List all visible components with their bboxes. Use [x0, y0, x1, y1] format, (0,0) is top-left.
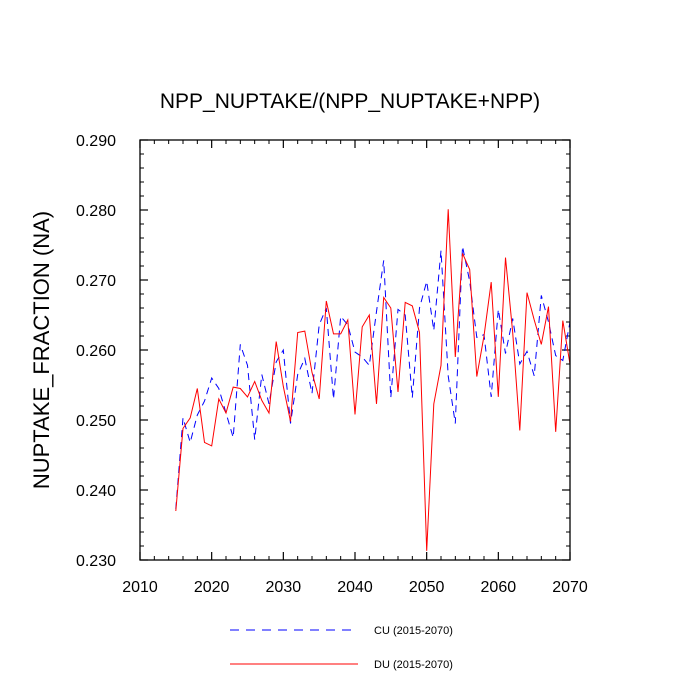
y-axis-label: NUPTAKE_FRACTION (NA) — [29, 211, 54, 489]
x-tick-label: 2010 — [122, 579, 158, 596]
x-tick-label: 2070 — [552, 579, 588, 596]
x-tick-label: 2020 — [194, 579, 230, 596]
legend-label: CU (2015-2070) — [374, 625, 453, 637]
y-tick-label: 0.240 — [76, 483, 116, 500]
y-tick-label: 0.290 — [76, 133, 116, 150]
x-tick-label: 2050 — [409, 579, 445, 596]
y-tick-label: 0.230 — [76, 553, 116, 570]
x-tick-label: 2030 — [266, 579, 302, 596]
series-group — [175, 209, 571, 551]
series-line-cu — [175, 246, 571, 509]
legend: CU (2015-2070) DU (2015-2070) — [230, 625, 453, 671]
series-line-du — [175, 209, 571, 551]
plot-frame — [139, 139, 571, 561]
y-tick-label: 0.270 — [76, 273, 116, 290]
y-tick-label: 0.260 — [76, 343, 116, 360]
chart-title: NPP_NUPTAKE/(NPP_NUPTAKE+NPP) — [160, 90, 540, 113]
x-tick-label: 2040 — [337, 579, 373, 596]
x-tick-label: 2060 — [481, 579, 517, 596]
axis-ticks: 2010 2020 2030 2040 2050 2060 2070 0.230 0.240 0.… — [76, 133, 588, 596]
y-tick-label: 0.250 — [76, 413, 116, 430]
legend-label: DU (2015-2070) — [374, 659, 453, 671]
y-tick-label: 0.280 — [76, 203, 116, 220]
